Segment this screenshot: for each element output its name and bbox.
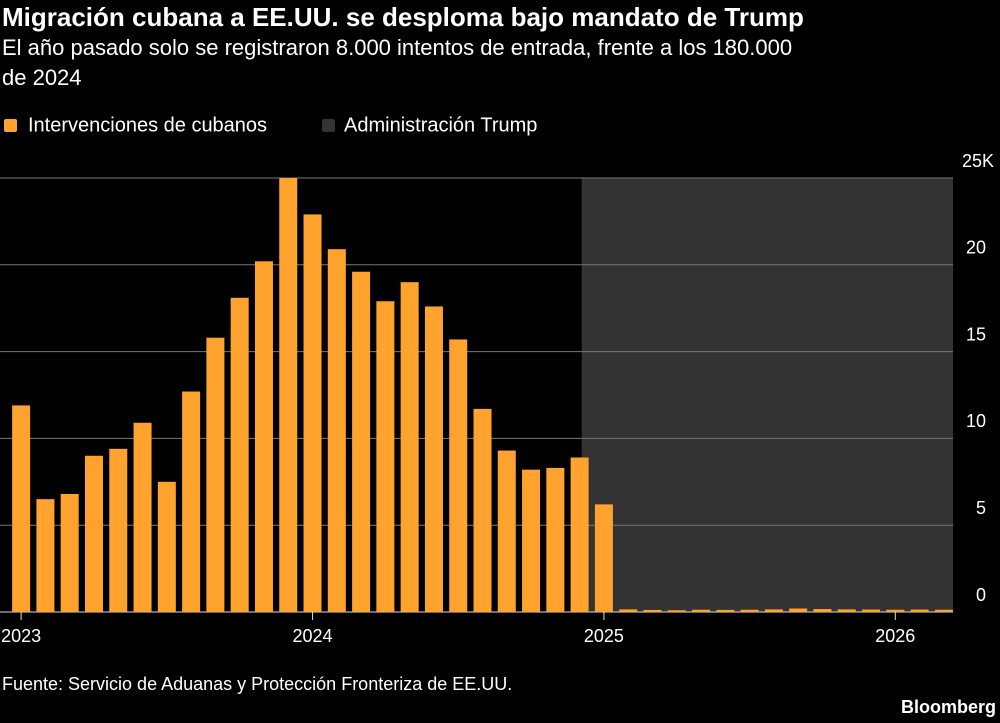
bar bbox=[522, 469, 541, 612]
bar bbox=[594, 504, 613, 612]
chart-subtitle: El año pasado solo se registraron 8.000 … bbox=[2, 35, 792, 60]
bar bbox=[352, 271, 371, 612]
bar bbox=[862, 609, 881, 612]
bar bbox=[789, 608, 808, 612]
bar bbox=[376, 301, 395, 612]
bar bbox=[643, 609, 662, 612]
chart-title: Migración cubana a EE.UU. se desploma ba… bbox=[2, 2, 804, 32]
bar bbox=[12, 405, 31, 612]
legend-swatch bbox=[322, 119, 335, 132]
credit: Bloomberg bbox=[901, 697, 996, 717]
bar bbox=[60, 493, 79, 612]
bar bbox=[182, 391, 201, 612]
bar bbox=[546, 467, 565, 612]
y-tick-label: 5 bbox=[976, 498, 986, 518]
bar bbox=[764, 609, 783, 612]
y-tick-label: 20 bbox=[966, 238, 986, 258]
bar bbox=[740, 609, 759, 612]
shade-region bbox=[581, 178, 953, 612]
bar bbox=[934, 609, 953, 612]
bar bbox=[400, 282, 419, 612]
bar bbox=[473, 408, 492, 612]
bar bbox=[570, 457, 589, 612]
bar bbox=[36, 499, 55, 612]
legend-label: Intervenciones de cubanos bbox=[28, 114, 267, 136]
x-tick-label: 2024 bbox=[293, 626, 333, 646]
bar bbox=[157, 481, 176, 612]
y-tick-label: 10 bbox=[966, 411, 986, 431]
bar bbox=[692, 609, 711, 612]
bar bbox=[254, 261, 273, 612]
y-tick-label: 15 bbox=[966, 324, 986, 344]
bar bbox=[667, 610, 686, 612]
bar bbox=[837, 609, 856, 612]
bar bbox=[206, 337, 225, 612]
legend-swatch bbox=[4, 119, 17, 132]
bar bbox=[84, 455, 103, 612]
bar bbox=[303, 214, 322, 612]
x-tick-label: 2023 bbox=[1, 626, 41, 646]
bar bbox=[813, 609, 832, 612]
y-tick-label: 0 bbox=[976, 585, 986, 605]
bar bbox=[497, 450, 516, 612]
bar bbox=[886, 609, 905, 612]
bar bbox=[279, 178, 298, 612]
source: Fuente: Servicio de Aduanas y Protección… bbox=[2, 674, 512, 694]
x-tick-label: 2026 bbox=[875, 626, 915, 646]
bar bbox=[109, 448, 128, 612]
chart-subtitle: de 2024 bbox=[2, 65, 82, 90]
x-tick-label: 2025 bbox=[584, 626, 624, 646]
bar bbox=[449, 339, 468, 612]
legend-label: Administración Trump bbox=[344, 114, 537, 136]
bar bbox=[327, 249, 346, 612]
bar bbox=[230, 297, 249, 612]
bar bbox=[619, 609, 638, 612]
y-tick-label: 25K bbox=[962, 151, 994, 171]
bar bbox=[716, 609, 735, 612]
bar bbox=[133, 422, 152, 612]
bar bbox=[910, 609, 929, 612]
bar bbox=[424, 306, 443, 612]
